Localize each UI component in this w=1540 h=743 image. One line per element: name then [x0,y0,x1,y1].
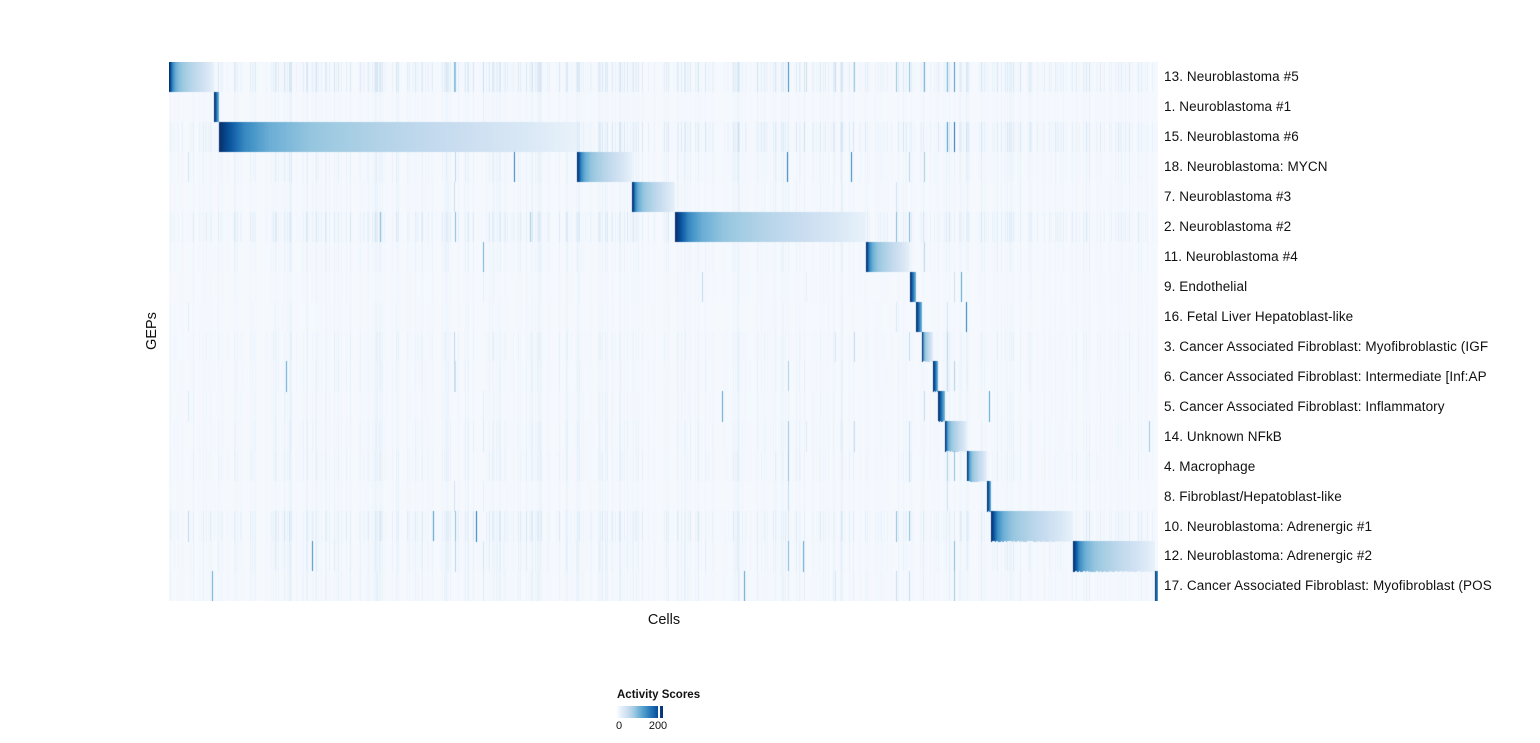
legend-title: Activity Scores [617,689,701,701]
row-label: 18. Neuroblastoma: MYCN [1164,159,1328,175]
heatmap-canvas [169,62,1158,601]
row-label: 15. Neuroblastoma #6 [1164,129,1299,145]
row-label: 9. Endothelial [1164,279,1248,295]
row-label: 3. Cancer Associated Fibroblast: Myofibr… [1164,338,1489,354]
legend-colorbar-tick-200 [657,706,660,718]
x-axis-label: Cells [647,612,681,628]
row-label: 12. Neuroblastoma: Adrenergic #2 [1164,548,1373,564]
row-label: 7. Neuroblastoma #3 [1164,189,1292,205]
row-label: 8. Fibroblast/Hepatoblast-like [1164,488,1342,504]
row-label: 4. Macrophage [1164,458,1256,474]
legend-tick-label-200: 200 [648,720,668,732]
row-label: 17. Cancer Associated Fibroblast: Myofib… [1164,578,1492,594]
row-labels: 13. Neuroblastoma #5 1. Neuroblastoma #1 1… [1164,62,1492,601]
row-label: 6. Cancer Associated Fibroblast: Interme… [1164,368,1487,384]
row-label: 5. Cancer Associated Fibroblast: Inflamm… [1164,398,1445,414]
row-label: 1. Neuroblastoma #1 [1164,99,1292,115]
y-axis-label: GEPs [144,312,160,350]
legend-colorbar [617,706,663,718]
legend-tick-label-0: 0 [615,720,623,732]
row-label: 16. Fetal Liver Hepatoblast-like [1164,308,1354,324]
row-label: 10. Neuroblastoma: Adrenergic #1 [1164,518,1373,534]
row-label: 2. Neuroblastoma #2 [1164,219,1292,235]
row-label: 14. Unknown NFkB [1164,428,1282,444]
activity-scores-legend: Activity Scores 0 200 [615,689,737,735]
row-label: 11. Neuroblastoma #4 [1164,249,1298,265]
row-label: 13. Neuroblastoma #5 [1164,69,1299,85]
legend-ticks: 0 200 [615,720,737,735]
